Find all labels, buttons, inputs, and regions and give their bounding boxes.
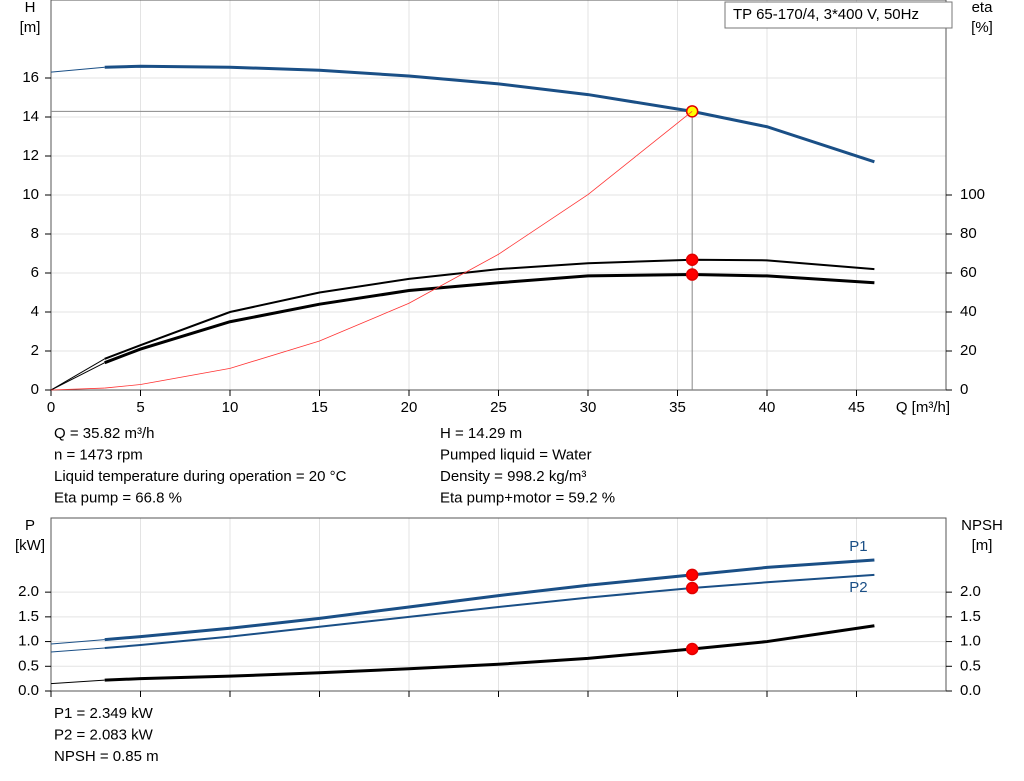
- y-axis-label: H: [25, 0, 36, 16]
- y2-tick-label: 0: [960, 381, 968, 398]
- info-text: H = 14.29 m: [440, 425, 522, 442]
- series-label: P2: [849, 579, 867, 596]
- series-label: P1: [849, 538, 867, 555]
- y-tick-label: 0: [31, 381, 39, 398]
- curve: [104, 573, 875, 649]
- info-text: Pumped liquid = Water: [440, 446, 592, 463]
- y-axis-label: P: [25, 517, 35, 534]
- y-tick-label: 0.0: [18, 682, 39, 699]
- y2-tick-label: 80: [960, 225, 977, 242]
- curve: [104, 558, 875, 642]
- y-tick-label: 0.5: [18, 657, 39, 674]
- curve: [104, 258, 875, 360]
- y2-tick-label: 40: [960, 303, 977, 320]
- y-tick-label: 2: [31, 342, 39, 359]
- chart-title: TP 65-170/4, 3*400 V, 50Hz: [733, 6, 919, 23]
- curve-lead: [50, 639, 105, 645]
- curve: [104, 111, 693, 389]
- y2-axis-label: NPSH: [961, 517, 1003, 534]
- y2-tick-label: 2.0: [960, 583, 981, 600]
- info-text: Liquid temperature during operation = 20…: [54, 468, 347, 485]
- y-axis-unit: [kW]: [15, 537, 45, 554]
- operating-point: [685, 642, 699, 656]
- curve: [104, 624, 875, 682]
- y-tick-label: 14: [22, 108, 39, 125]
- x-tick-label: 5: [136, 399, 144, 416]
- info-text: Q = 35.82 m³/h: [54, 425, 154, 442]
- operating-point: [685, 568, 699, 582]
- title-box: [724, 1, 953, 29]
- curve-lead: [50, 362, 105, 391]
- operating-point: [685, 253, 699, 266]
- y-tick-label: 12: [22, 147, 39, 164]
- y2-axis-unit: [m]: [972, 537, 993, 554]
- y-tick-label: 6: [31, 264, 39, 281]
- info-text: Eta pump+motor = 59.2 %: [440, 489, 615, 506]
- y2-tick-label: 20: [960, 342, 977, 359]
- x-tick-label: 20: [401, 399, 418, 416]
- info-text: P2 = 2.083 kW: [54, 726, 154, 743]
- curve-lead: [50, 66, 105, 73]
- info-text: NPSH = 0.85 m: [54, 748, 159, 765]
- x-tick-label: 25: [490, 399, 507, 416]
- y-tick-label: 2.0: [18, 583, 39, 600]
- x-tick-label: 40: [759, 399, 776, 416]
- y2-tick-label: 0.0: [960, 682, 981, 699]
- x-tick-label: 45: [848, 399, 865, 416]
- info-text: Density = 998.2 kg/m³: [440, 468, 586, 485]
- x-axis-label: Q [m³/h]: [896, 399, 950, 416]
- y-tick-label: 4: [31, 303, 39, 320]
- info-text: n = 1473 rpm: [54, 446, 143, 463]
- y-tick-label: 10: [22, 186, 39, 203]
- curve: [104, 273, 875, 365]
- curve-lead: [50, 387, 105, 391]
- y-tick-label: 8: [31, 225, 39, 242]
- info-text: Eta pump = 66.8 %: [54, 489, 182, 506]
- operating-point: [685, 268, 699, 281]
- y2-tick-label: 1.0: [960, 633, 981, 650]
- x-tick-label: 10: [222, 399, 239, 416]
- info-text: P1 = 2.349 kW: [54, 705, 154, 722]
- y2-axis-unit: [%]: [971, 19, 993, 36]
- y2-tick-label: 1.5: [960, 608, 981, 625]
- y-axis-unit: [m]: [20, 19, 41, 36]
- y2-tick-label: 0.5: [960, 657, 981, 674]
- x-tick-label: 30: [580, 399, 597, 416]
- y2-tick-label: 60: [960, 264, 977, 281]
- curve-lead: [50, 358, 105, 391]
- curve: [104, 64, 875, 164]
- operating-point: [685, 581, 699, 595]
- y-tick-label: 1.5: [18, 608, 39, 625]
- y2-tick-label: 100: [960, 186, 985, 203]
- x-tick-label: 15: [311, 399, 328, 416]
- y2-axis-label: eta: [972, 0, 994, 16]
- y-tick-label: 16: [22, 69, 39, 86]
- curve-lead: [50, 647, 105, 653]
- x-tick-label: 35: [669, 399, 686, 416]
- curve-lead: [50, 679, 105, 685]
- x-tick-label: 0: [47, 399, 55, 416]
- y-tick-label: 1.0: [18, 633, 39, 650]
